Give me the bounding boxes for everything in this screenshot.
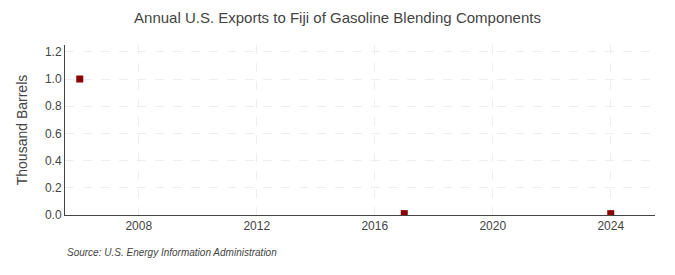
svg-text:Thousand Barrels: Thousand Barrels [14,75,30,186]
svg-text:2020: 2020 [479,219,506,233]
svg-text:Source: U.S. Energy Informatio: Source: U.S. Energy Information Administ… [67,247,277,258]
svg-text:Annual U.S. Exports to Fiji of: Annual U.S. Exports to Fiji of Gasoline … [134,9,541,26]
svg-text:1.0: 1.0 [45,72,62,86]
svg-text:0.0: 0.0 [45,208,62,222]
svg-text:1.2: 1.2 [45,45,62,59]
svg-text:2012: 2012 [243,219,270,233]
svg-text:2008: 2008 [125,219,152,233]
svg-text:0.8: 0.8 [45,99,62,113]
svg-text:0.4: 0.4 [45,154,62,168]
svg-text:0.6: 0.6 [45,127,62,141]
svg-text:2024: 2024 [597,219,624,233]
svg-text:2016: 2016 [361,219,388,233]
svg-text:0.2: 0.2 [45,181,62,195]
